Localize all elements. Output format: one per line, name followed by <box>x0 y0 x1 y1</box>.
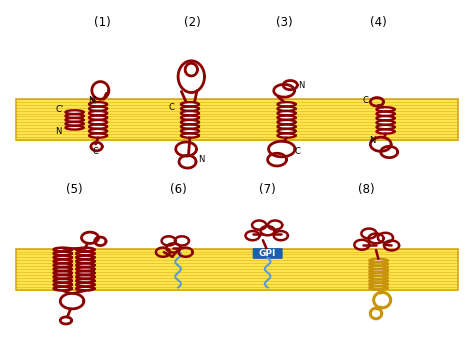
Polygon shape <box>278 106 295 111</box>
Bar <box>16 99 458 140</box>
Text: (1): (1) <box>94 16 111 29</box>
Polygon shape <box>89 111 107 115</box>
Polygon shape <box>89 120 107 124</box>
Polygon shape <box>54 287 72 290</box>
Text: (3): (3) <box>276 16 292 29</box>
Polygon shape <box>65 118 83 122</box>
Polygon shape <box>54 263 72 267</box>
Polygon shape <box>76 267 94 271</box>
Text: C: C <box>169 103 174 111</box>
Polygon shape <box>376 120 394 125</box>
Text: (2): (2) <box>184 16 201 29</box>
Polygon shape <box>76 287 94 290</box>
Polygon shape <box>376 125 394 129</box>
Polygon shape <box>65 114 83 118</box>
Polygon shape <box>181 120 199 124</box>
Polygon shape <box>65 110 83 114</box>
Polygon shape <box>369 266 387 269</box>
Text: (7): (7) <box>259 183 276 196</box>
Text: (4): (4) <box>370 16 387 29</box>
Polygon shape <box>89 102 107 106</box>
Polygon shape <box>65 122 83 126</box>
Polygon shape <box>181 106 199 111</box>
Polygon shape <box>89 115 107 120</box>
Polygon shape <box>278 115 295 120</box>
Polygon shape <box>76 256 94 259</box>
Polygon shape <box>54 256 72 259</box>
Bar <box>16 248 458 290</box>
Polygon shape <box>376 129 394 133</box>
Polygon shape <box>181 125 199 129</box>
Text: GPI: GPI <box>259 249 276 258</box>
Text: C: C <box>93 147 99 156</box>
Text: N: N <box>298 81 305 89</box>
Polygon shape <box>369 262 387 266</box>
Polygon shape <box>76 263 94 267</box>
Polygon shape <box>369 259 387 262</box>
Text: C: C <box>295 147 301 155</box>
Text: N: N <box>55 127 62 136</box>
Polygon shape <box>76 283 94 286</box>
Polygon shape <box>181 129 199 133</box>
Polygon shape <box>54 283 72 286</box>
Polygon shape <box>65 126 83 130</box>
Polygon shape <box>376 107 394 111</box>
Polygon shape <box>278 133 295 138</box>
Text: (6): (6) <box>170 183 186 196</box>
Polygon shape <box>369 283 387 286</box>
Polygon shape <box>76 271 94 275</box>
Polygon shape <box>181 133 199 138</box>
Polygon shape <box>76 248 94 251</box>
Polygon shape <box>76 275 94 279</box>
FancyBboxPatch shape <box>253 248 282 258</box>
Polygon shape <box>89 133 107 138</box>
Polygon shape <box>369 273 387 276</box>
Text: (5): (5) <box>66 183 83 196</box>
Text: C': C' <box>55 105 64 114</box>
Polygon shape <box>369 286 387 289</box>
Polygon shape <box>89 125 107 129</box>
Polygon shape <box>369 276 387 279</box>
Polygon shape <box>369 279 387 283</box>
Text: (8): (8) <box>358 183 375 196</box>
Polygon shape <box>54 248 72 251</box>
Text: C: C <box>363 96 369 105</box>
Polygon shape <box>376 116 394 120</box>
Polygon shape <box>181 102 199 106</box>
Text: N: N <box>369 136 375 144</box>
Text: N: N <box>198 155 205 164</box>
Polygon shape <box>54 267 72 271</box>
Polygon shape <box>54 279 72 283</box>
Polygon shape <box>278 125 295 129</box>
Polygon shape <box>278 120 295 124</box>
Polygon shape <box>76 252 94 255</box>
Polygon shape <box>89 129 107 133</box>
Polygon shape <box>89 106 107 111</box>
Polygon shape <box>181 111 199 115</box>
Polygon shape <box>54 252 72 255</box>
Polygon shape <box>54 260 72 263</box>
Polygon shape <box>76 279 94 283</box>
Polygon shape <box>369 269 387 272</box>
Polygon shape <box>278 102 295 106</box>
Text: N': N' <box>89 96 97 105</box>
Polygon shape <box>54 271 72 275</box>
Polygon shape <box>76 260 94 263</box>
Polygon shape <box>376 111 394 116</box>
Polygon shape <box>278 129 295 133</box>
Polygon shape <box>54 275 72 279</box>
Polygon shape <box>181 115 199 120</box>
Polygon shape <box>278 111 295 115</box>
